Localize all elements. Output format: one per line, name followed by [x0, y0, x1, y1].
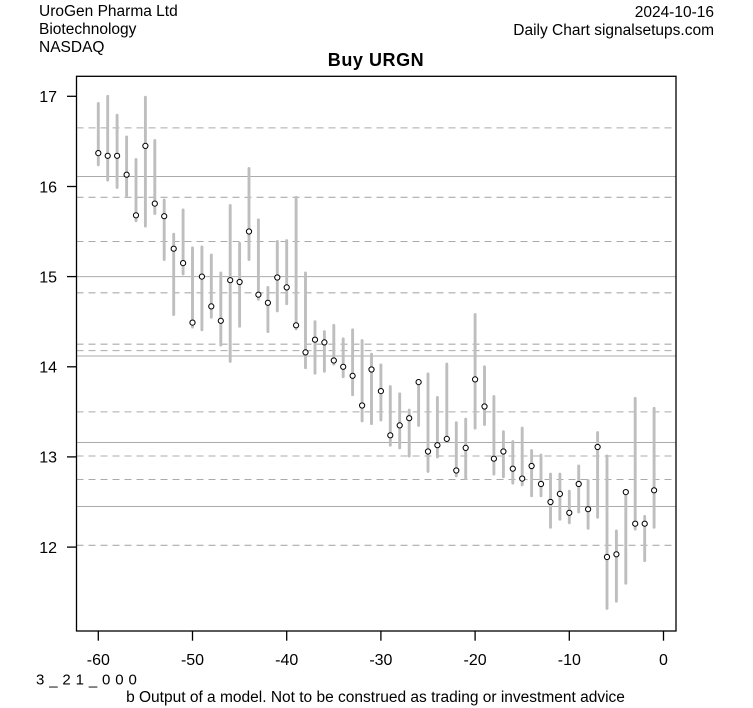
svg-text:16: 16 — [39, 179, 57, 196]
svg-text:-10: -10 — [558, 652, 581, 669]
svg-text:12: 12 — [39, 540, 57, 557]
svg-text:-30: -30 — [369, 652, 392, 669]
svg-text:NASDAQ: NASDAQ — [39, 39, 104, 56]
svg-text:-60: -60 — [87, 652, 110, 669]
svg-text:13: 13 — [39, 450, 57, 467]
svg-text:Daily Chart signalsetups.com: Daily Chart signalsetups.com — [513, 22, 714, 39]
svg-text:-50: -50 — [181, 652, 204, 669]
svg-text:Buy URGN: Buy URGN — [328, 50, 424, 70]
svg-text:b Output of a model. Not to be: b Output of a model. Not to be construed… — [126, 689, 625, 706]
svg-text:UroGen Pharma Ltd: UroGen Pharma Ltd — [39, 3, 178, 20]
svg-text:14: 14 — [39, 360, 57, 377]
svg-text:3 _ 2 1 _ 0 0 0: 3 _ 2 1 _ 0 0 0 — [36, 671, 137, 688]
svg-text:2024-10-16: 2024-10-16 — [635, 4, 714, 21]
svg-text:-20: -20 — [464, 652, 487, 669]
svg-text:17: 17 — [39, 89, 57, 106]
svg-text:Biotechnology: Biotechnology — [39, 21, 137, 38]
svg-text:-40: -40 — [275, 652, 298, 669]
svg-text:0: 0 — [659, 652, 668, 669]
svg-text:15: 15 — [39, 269, 57, 286]
